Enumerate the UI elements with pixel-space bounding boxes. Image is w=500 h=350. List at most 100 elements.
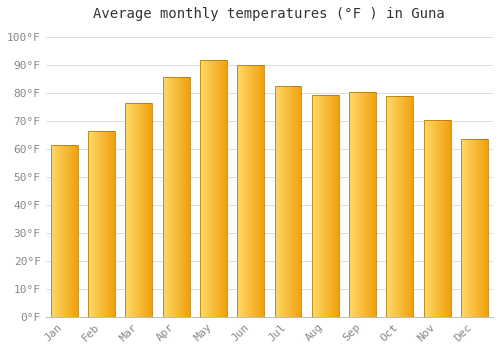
Bar — [137, 103, 138, 317]
Bar — [325, 95, 326, 317]
Bar — [329, 95, 330, 317]
Bar — [349, 92, 376, 317]
Bar — [113, 131, 114, 317]
Bar — [429, 120, 430, 317]
Bar — [201, 60, 202, 317]
Bar — [60, 145, 62, 317]
Bar — [297, 86, 298, 317]
Bar — [324, 95, 325, 317]
Bar — [91, 131, 92, 317]
Bar — [217, 60, 218, 317]
Bar — [188, 77, 190, 317]
Bar — [326, 95, 327, 317]
Bar — [183, 77, 184, 317]
Bar — [62, 145, 64, 317]
Bar — [400, 96, 402, 317]
Bar — [349, 92, 350, 317]
Bar — [110, 131, 112, 317]
Bar — [409, 96, 410, 317]
Bar — [225, 60, 226, 317]
Bar — [105, 131, 106, 317]
Bar — [470, 139, 471, 317]
Bar — [392, 96, 394, 317]
Bar — [215, 60, 216, 317]
Bar — [478, 139, 479, 317]
Bar — [168, 77, 169, 317]
Bar — [208, 60, 209, 317]
Bar — [146, 103, 147, 317]
Bar — [436, 120, 437, 317]
Bar — [260, 65, 262, 317]
Bar — [477, 139, 478, 317]
Bar — [438, 120, 439, 317]
Bar — [312, 95, 338, 317]
Bar — [185, 77, 186, 317]
Bar — [279, 86, 280, 317]
Bar — [444, 120, 445, 317]
Bar — [174, 77, 175, 317]
Bar — [464, 139, 466, 317]
Bar — [424, 120, 450, 317]
Bar — [132, 103, 134, 317]
Bar — [396, 96, 397, 317]
Bar — [274, 86, 276, 317]
Bar — [332, 95, 334, 317]
Bar — [89, 131, 90, 317]
Bar — [263, 65, 264, 317]
Bar — [289, 86, 290, 317]
Bar — [482, 139, 484, 317]
Bar — [114, 131, 115, 317]
Bar — [368, 92, 369, 317]
Bar — [148, 103, 150, 317]
Bar — [365, 92, 366, 317]
Bar — [316, 95, 317, 317]
Bar — [364, 92, 365, 317]
Bar — [292, 86, 294, 317]
Bar — [186, 77, 187, 317]
Bar — [218, 60, 220, 317]
Bar — [317, 95, 318, 317]
Bar — [220, 60, 222, 317]
Bar — [334, 95, 335, 317]
Bar — [405, 96, 406, 317]
Bar — [288, 86, 289, 317]
Bar — [399, 96, 400, 317]
Bar — [216, 60, 217, 317]
Bar — [76, 145, 78, 317]
Bar — [128, 103, 129, 317]
Bar — [224, 60, 225, 317]
Bar — [318, 95, 319, 317]
Bar — [166, 77, 167, 317]
Bar — [162, 77, 164, 317]
Bar — [162, 77, 190, 317]
Bar — [290, 86, 292, 317]
Bar — [300, 86, 302, 317]
Bar — [51, 145, 52, 317]
Bar — [126, 103, 127, 317]
Bar — [358, 92, 359, 317]
Bar — [242, 65, 244, 317]
Bar — [172, 77, 174, 317]
Bar — [486, 139, 487, 317]
Bar — [256, 65, 257, 317]
Bar — [180, 77, 182, 317]
Bar — [54, 145, 56, 317]
Bar — [480, 139, 482, 317]
Bar — [167, 77, 168, 317]
Bar — [88, 131, 89, 317]
Bar — [204, 60, 206, 317]
Bar — [240, 65, 241, 317]
Bar — [52, 145, 54, 317]
Bar — [386, 96, 388, 317]
Bar — [176, 77, 177, 317]
Bar — [431, 120, 432, 317]
Bar — [182, 77, 183, 317]
Bar — [485, 139, 486, 317]
Bar — [280, 86, 281, 317]
Bar — [412, 96, 414, 317]
Bar — [237, 65, 264, 317]
Bar — [59, 145, 60, 317]
Bar — [354, 92, 356, 317]
Bar — [322, 95, 324, 317]
Bar — [476, 139, 477, 317]
